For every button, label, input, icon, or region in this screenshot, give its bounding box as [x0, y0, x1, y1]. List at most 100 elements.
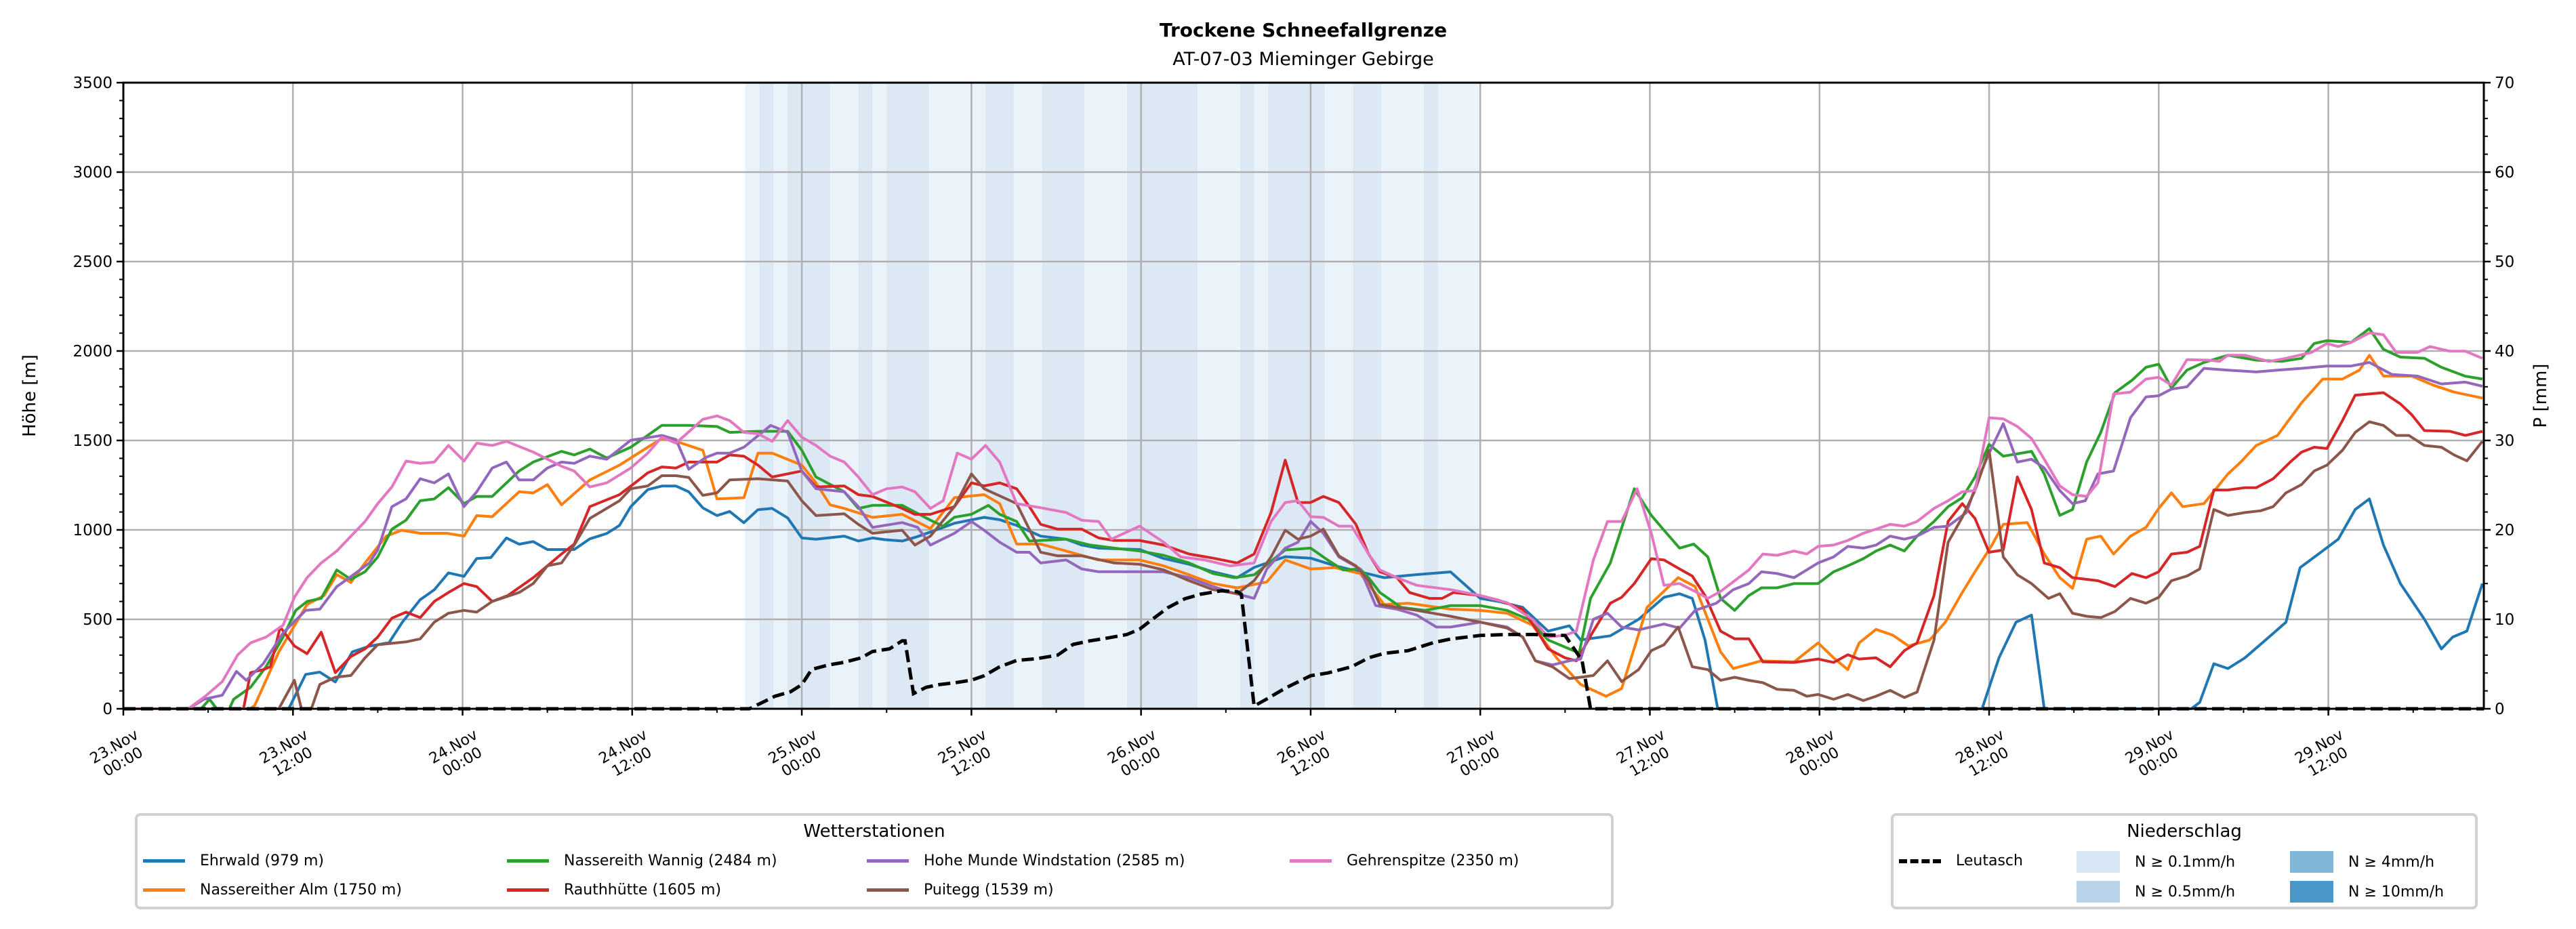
- precip-line-leutasch: [123, 589, 2484, 711]
- series-line-2: [123, 327, 2483, 710]
- precip-band: [830, 83, 859, 709]
- legend-label: Hohe Munde Windstation (2585 m): [924, 852, 1185, 869]
- legend-swatch-dashed: [1899, 859, 1941, 863]
- legend-label: Nassereith Wannig (2484 m): [564, 852, 777, 869]
- y-tick-label: 2500: [73, 253, 113, 271]
- legend-patch: [2290, 881, 2333, 903]
- precip-band: [1042, 83, 1085, 709]
- legend-item-n-0-5: N ≥ 0.5mm/h: [2077, 881, 2235, 903]
- precip-band: [858, 83, 873, 709]
- precip-band: [1198, 83, 1240, 709]
- legend-item-leutasch: Leutasch: [1899, 852, 2023, 869]
- precip-band: [773, 83, 788, 709]
- y-right-tick-label: 50: [2495, 253, 2514, 271]
- precip-band: [985, 83, 1014, 709]
- legend-item-n-4: N ≥ 4mm/h: [2290, 851, 2434, 873]
- legend-item-hohe-munde: Hohe Munde Windstation (2585 m): [867, 852, 1185, 869]
- plot-frame: [122, 81, 2485, 710]
- series-line-1: [123, 354, 2483, 710]
- y-right-tick-label: 0: [2495, 701, 2505, 718]
- precip-band: [928, 83, 986, 709]
- legend-label: N ≥ 4mm/h: [2348, 853, 2435, 871]
- legend-swatch: [507, 859, 549, 863]
- legend-label: Rauthhütte (1605 m): [564, 882, 722, 899]
- precip-band: [745, 83, 760, 709]
- y-right-tick-label: 30: [2495, 432, 2514, 450]
- precip-band: [1324, 83, 1353, 709]
- legend-label: Leutasch: [1956, 852, 2023, 869]
- legend-patch: [2077, 881, 2120, 903]
- y-right-tick-label: 70: [2495, 75, 2514, 92]
- legend-swatch: [867, 859, 909, 863]
- y-tick-label: 3000: [73, 164, 113, 182]
- precip-intensity-bands: [745, 83, 1481, 709]
- legend-label: N ≥ 10mm/h: [2348, 883, 2445, 901]
- precip-band: [886, 83, 929, 709]
- precip-band: [1268, 83, 1325, 709]
- precip-band: [788, 83, 830, 709]
- legend-label: Nassereither Alm (1750 m): [200, 882, 402, 899]
- legend-item-rauthhuette: Rauthhütte (1605 m): [507, 882, 721, 899]
- precip-band: [1254, 83, 1269, 709]
- y-right-tick-label: 40: [2495, 343, 2514, 360]
- legend-item-gehrenspitze: Gehrenspitze (2350 m): [1290, 852, 1519, 869]
- y-tick-label: 500: [83, 611, 113, 629]
- y-tick-label: 1000: [73, 522, 113, 539]
- precip-band: [1353, 83, 1382, 709]
- series-line-5: [123, 420, 2484, 710]
- precip-band: [1013, 83, 1042, 709]
- chart-subtitle: AT-07-03 Mieminger Gebirge: [1172, 49, 1433, 70]
- legend-swatch: [867, 888, 909, 892]
- legend-label: Gehrenspitze (2350 m): [1347, 852, 1519, 869]
- legend-swatch: [1290, 859, 1332, 863]
- series-line-6: [123, 331, 2483, 710]
- precip-band: [1126, 83, 1198, 709]
- y-axis-right-label: P [mm]: [2531, 364, 2551, 428]
- chart-title: Trockene Schneefallgrenze: [1160, 19, 1447, 41]
- precip-band: [759, 83, 774, 709]
- stations-legend: Wetterstationen Ehrwald (979 m) Nasserei…: [135, 813, 1614, 909]
- legend-item-n-0-1: N ≥ 0.1mm/h: [2077, 851, 2235, 873]
- series-line-4: [123, 360, 2483, 710]
- legend-swatch: [143, 888, 185, 892]
- stations-legend-title: Wetterstationen: [803, 821, 945, 842]
- precip-band: [1423, 83, 1438, 709]
- y-right-tick-label: 20: [2495, 522, 2514, 539]
- precip-band: [872, 83, 887, 709]
- legend-item-n-10: N ≥ 10mm/h: [2290, 881, 2444, 903]
- y-axis-label: Höhe [m]: [20, 354, 40, 437]
- series-line-0: [123, 484, 2484, 710]
- legend-label: N ≥ 0.1mm/h: [2135, 853, 2236, 871]
- legend-label: Puitegg (1539 m): [924, 882, 1054, 899]
- legend-label: N ≥ 0.5mm/h: [2135, 883, 2236, 901]
- precip-band: [1240, 83, 1254, 709]
- y-tick-label: 0: [102, 701, 113, 718]
- legend-swatch: [507, 888, 549, 892]
- legend-item-puitegg: Puitegg (1539 m): [867, 882, 1054, 899]
- legend-item-ehrwald: Ehrwald (979 m): [143, 852, 324, 869]
- y-tick-label: 2000: [73, 343, 113, 360]
- legend-swatch: [143, 859, 185, 863]
- legend-patch: [2077, 851, 2120, 873]
- y-tick-label: 3500: [73, 75, 113, 92]
- precip-legend: Niederschlag Leutasch N ≥ 0.1mm/h N ≥ 0.…: [1891, 813, 2478, 909]
- series-lines: [123, 327, 2484, 711]
- y-right-tick-label: 10: [2495, 611, 2514, 629]
- y-tick-label: 1500: [73, 432, 113, 450]
- legend-label: Ehrwald (979 m): [200, 852, 325, 869]
- legend-item-nassereith-wannig: Nassereith Wannig (2484 m): [507, 852, 777, 869]
